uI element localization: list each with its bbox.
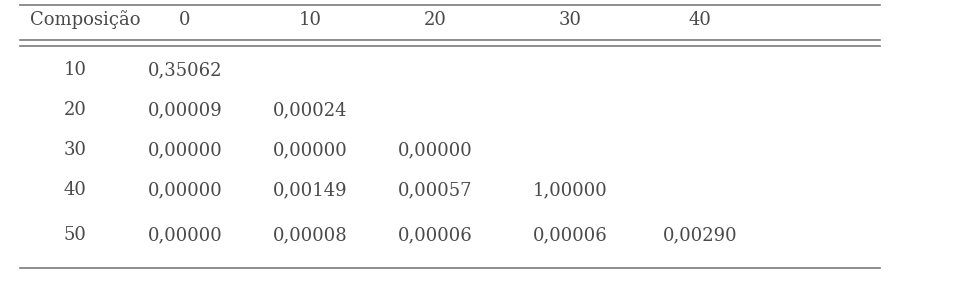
Text: 30: 30	[559, 11, 582, 29]
Text: 0,00006: 0,00006	[533, 226, 608, 244]
Text: 40: 40	[63, 181, 86, 199]
Text: 50: 50	[63, 226, 86, 244]
Text: 0,00000: 0,00000	[397, 141, 473, 159]
Text: 20: 20	[424, 11, 446, 29]
Text: 0,00024: 0,00024	[273, 101, 347, 119]
Text: 0,00009: 0,00009	[147, 101, 222, 119]
Text: 0: 0	[179, 11, 190, 29]
Text: 0,00000: 0,00000	[147, 181, 222, 199]
Text: 40: 40	[689, 11, 711, 29]
Text: 0,00290: 0,00290	[662, 226, 737, 244]
Text: 0,00006: 0,00006	[397, 226, 473, 244]
Text: 20: 20	[63, 101, 86, 119]
Text: 1,00000: 1,00000	[533, 181, 608, 199]
Text: 0,00000: 0,00000	[147, 141, 222, 159]
Text: 30: 30	[63, 141, 86, 159]
Text: Composição: Composição	[30, 10, 141, 30]
Text: 0,00000: 0,00000	[273, 141, 347, 159]
Text: 10: 10	[299, 11, 322, 29]
Text: 0,00008: 0,00008	[273, 226, 347, 244]
Text: 10: 10	[63, 61, 86, 79]
Text: 0,35062: 0,35062	[147, 61, 222, 79]
Text: 0,00000: 0,00000	[147, 226, 222, 244]
Text: 0,00149: 0,00149	[273, 181, 347, 199]
Text: 0,00057: 0,00057	[398, 181, 472, 199]
